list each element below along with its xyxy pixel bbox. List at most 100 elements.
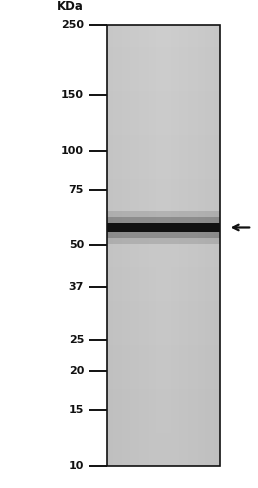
Bar (107, 124, 220, 135)
Text: 250: 250 (61, 20, 84, 30)
Bar (137, 25, 139, 466)
Bar (213, 25, 214, 466)
Bar (152, 25, 154, 466)
Bar (107, 267, 220, 279)
Bar (122, 25, 124, 466)
Bar (107, 245, 220, 256)
Bar (107, 69, 220, 80)
Bar (198, 25, 199, 466)
Bar (141, 25, 143, 466)
Bar (107, 102, 220, 113)
Bar (107, 217, 220, 238)
Bar (107, 400, 220, 411)
Bar (107, 135, 220, 146)
Bar (173, 25, 175, 466)
Bar (134, 25, 135, 466)
Bar (107, 58, 220, 69)
Bar (107, 289, 220, 301)
Bar (107, 256, 220, 267)
Bar (205, 25, 207, 466)
Bar (107, 334, 220, 345)
Bar (107, 36, 220, 47)
Bar (214, 25, 216, 466)
Bar (218, 25, 220, 466)
Bar (107, 25, 109, 466)
Text: 10: 10 (69, 461, 84, 471)
Bar (113, 25, 115, 466)
Bar (107, 25, 220, 36)
Bar (194, 25, 196, 466)
Bar (169, 25, 171, 466)
Bar (186, 25, 188, 466)
Bar (196, 25, 198, 466)
Bar (130, 25, 132, 466)
Bar (162, 25, 164, 466)
Bar (107, 190, 220, 202)
Bar (154, 25, 156, 466)
Bar (135, 25, 137, 466)
Bar (166, 25, 167, 466)
Bar (124, 25, 126, 466)
Bar (150, 25, 152, 466)
Text: 37: 37 (69, 282, 84, 292)
Bar (143, 25, 145, 466)
Bar (107, 211, 220, 244)
Bar (118, 25, 120, 466)
Bar (149, 25, 150, 466)
Bar (107, 47, 220, 58)
Bar (107, 224, 220, 234)
Bar (107, 202, 220, 212)
Bar (177, 25, 179, 466)
Bar (209, 25, 211, 466)
Bar (107, 212, 220, 224)
Bar (107, 223, 220, 232)
Text: 50: 50 (69, 241, 84, 250)
Bar (182, 25, 184, 466)
Bar (147, 25, 149, 466)
Bar (211, 25, 213, 466)
Bar (203, 25, 205, 466)
Text: 100: 100 (61, 145, 84, 156)
Bar (107, 356, 220, 366)
Bar (111, 25, 113, 466)
Bar (107, 91, 220, 102)
Bar (107, 80, 220, 91)
Bar (117, 25, 118, 466)
Bar (216, 25, 218, 466)
Bar (145, 25, 147, 466)
Bar (192, 25, 194, 466)
Bar (167, 25, 169, 466)
Bar (107, 378, 220, 388)
Text: 20: 20 (69, 366, 84, 376)
Bar (201, 25, 203, 466)
Bar (188, 25, 190, 466)
Bar (107, 366, 220, 378)
Bar (107, 146, 220, 157)
Bar (181, 25, 182, 466)
Bar (107, 301, 220, 311)
Bar (107, 179, 220, 190)
Bar (107, 433, 220, 444)
Bar (126, 25, 128, 466)
Bar (109, 25, 111, 466)
Text: KDa: KDa (57, 0, 84, 13)
Bar (132, 25, 134, 466)
Bar (184, 25, 186, 466)
Bar (107, 234, 220, 245)
Bar (107, 157, 220, 168)
Bar (107, 345, 220, 356)
Bar (179, 25, 181, 466)
Bar (107, 323, 220, 334)
Bar (139, 25, 141, 466)
Bar (107, 311, 220, 323)
Text: 150: 150 (61, 90, 84, 100)
Bar (171, 25, 173, 466)
Text: 15: 15 (69, 405, 84, 415)
Bar (107, 168, 220, 179)
Bar (128, 25, 130, 466)
Bar (107, 113, 220, 124)
Bar (158, 25, 160, 466)
Text: 25: 25 (69, 335, 84, 346)
Bar (107, 411, 220, 422)
Bar (107, 444, 220, 455)
